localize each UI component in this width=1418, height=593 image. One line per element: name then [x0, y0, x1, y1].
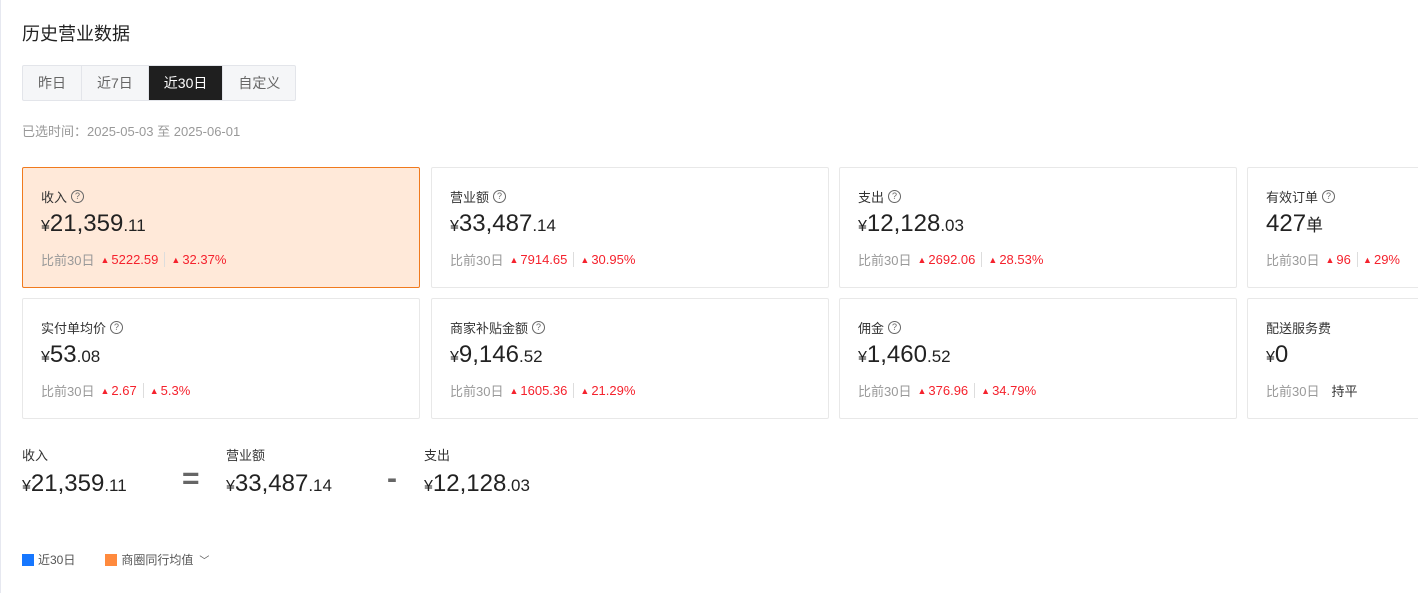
metric-label: 收入 — [41, 189, 68, 205]
up-arrow-icon: ▲ — [917, 254, 927, 265]
tab-3[interactable]: 自定义 — [238, 75, 281, 91]
metric-card[interactable]: 有效订单? 427单 比前30日 ▲ 96 ▲ 29% — [1247, 167, 1418, 288]
compare-label: 比前30日 — [41, 384, 95, 399]
delta-value: 2.67 — [111, 383, 137, 398]
help-icon[interactable]: ? — [532, 320, 546, 334]
compare-label: 比前30日 — [858, 384, 912, 399]
delta-value: 96 — [1336, 252, 1351, 267]
up-arrow-icon: ▲ — [580, 254, 590, 265]
metric-label: 营业额 — [450, 189, 490, 205]
equation-label: 收入 — [22, 448, 49, 463]
delta-value: 376.96 — [928, 383, 969, 398]
page-title: 历史营业数据 — [22, 24, 130, 44]
chevron-down-icon[interactable]: ﹀ — [199, 556, 210, 567]
up-arrow-icon: ▲ — [171, 254, 181, 265]
delta-value: 2692.06 — [928, 252, 976, 267]
metric-value: ¥53.08 — [41, 341, 101, 368]
delta-percent: 28.53% — [999, 252, 1044, 267]
equation-expense: 支出 ¥12,128.03 — [424, 445, 530, 498]
tab-0[interactable]: 昨日 — [23, 66, 82, 100]
help-icon[interactable]: ? — [888, 189, 902, 203]
metric-card[interactable]: 商家补贴金额? ¥9,146.52 比前30日 ▲ 1605.36 ▲ 21.29% — [431, 298, 829, 419]
metric-value: ¥33,487.14 — [450, 210, 556, 237]
chart-legend: 近30日 商圈同行均值 ﹀ — [22, 551, 209, 568]
date-range-tabs: 昨日 近7日 近30日 自定义 — [22, 65, 297, 101]
metric-value: ¥1,460.52 — [858, 341, 951, 368]
up-arrow-icon: ▲ — [917, 385, 927, 396]
metric-label: 有效订单 — [1266, 189, 1319, 205]
metric-label: 支出 — [858, 189, 885, 205]
help-icon[interactable]: ? — [493, 189, 507, 203]
divider — [573, 252, 575, 267]
compare-label: 比前30日 — [450, 384, 504, 399]
delta-value: 7914.65 — [520, 252, 568, 267]
up-arrow-icon: ▲ — [149, 385, 159, 396]
minus-sign: - — [387, 462, 397, 495]
metric-card[interactable]: 收入? ¥21,359.11 比前30日 ▲ 5222.59 ▲ 32.37% — [22, 167, 420, 288]
help-icon[interactable]: ? — [110, 320, 124, 334]
help-icon[interactable]: ? — [888, 320, 902, 334]
compare-label: 比前30日 — [41, 253, 95, 268]
metric-label: 配送服务费 — [1266, 320, 1332, 336]
metric-value: ¥12,128.03 — [858, 210, 964, 237]
equals-sign: = — [182, 462, 200, 495]
compare-label: 比前30日 — [1266, 253, 1320, 268]
up-arrow-icon: ▲ — [1363, 254, 1372, 265]
help-icon[interactable]: ? — [71, 189, 85, 203]
delta-value: 1605.36 — [520, 383, 568, 398]
divider — [164, 252, 166, 267]
tab-1[interactable]: 近7日 — [82, 66, 149, 100]
delta-percent: 30.95% — [591, 252, 636, 267]
divider — [142, 383, 144, 398]
up-arrow-icon: ▲ — [100, 254, 110, 265]
selected-range: 已选时间：2025-05-03 至 2025-06-01 — [22, 124, 241, 139]
metric-value: ¥9,146.52 — [450, 341, 543, 368]
divider — [573, 383, 575, 398]
equation-revenue: 营业额 ¥33,487.14 — [226, 445, 332, 498]
delta-percent: 21.29% — [591, 383, 636, 398]
equation-label: 支出 — [424, 448, 451, 463]
metric-label: 佣金 — [858, 320, 885, 336]
up-arrow-icon: ▲ — [100, 385, 110, 396]
delta-percent: 34.79% — [992, 383, 1037, 398]
equation-income: 收入 ¥21,359.11 — [22, 445, 127, 498]
delta-percent: 32.37% — [182, 252, 227, 267]
flat-text: 持平 — [1331, 384, 1358, 399]
legend-swatch — [22, 553, 34, 566]
compare-label: 比前30日 — [450, 253, 504, 268]
help-icon[interactable]: ? — [1322, 189, 1336, 203]
up-arrow-icon: ▲ — [981, 385, 991, 396]
metric-card[interactable]: 营业额? ¥33,487.14 比前30日 ▲ 7914.65 ▲ 30.95% — [431, 167, 829, 288]
metric-value: 427单 — [1266, 210, 1324, 237]
metric-value: ¥0 — [1266, 341, 1289, 368]
up-arrow-icon: ▲ — [509, 385, 519, 396]
metric-card[interactable]: 配送服务费 ¥0 比前30日 持平 — [1247, 298, 1418, 419]
up-arrow-icon: ▲ — [1325, 254, 1335, 265]
equation-label: 营业额 — [226, 448, 266, 463]
delta-percent: 5.3% — [160, 383, 191, 398]
divider — [981, 252, 983, 267]
metric-label: 商家补贴金额 — [450, 320, 529, 336]
legend-item[interactable]: 商圈同行均值 ﹀ — [105, 551, 209, 568]
metric-card[interactable]: 支出? ¥12,128.03 比前30日 ▲ 2692.06 ▲ 28.53% — [839, 167, 1237, 288]
delta-percent: 29% — [1373, 252, 1400, 267]
metric-label: 实付单均价 — [41, 320, 107, 336]
metric-card[interactable]: 实付单均价? ¥53.08 比前30日 ▲ 2.67 ▲ 5.3% — [22, 298, 420, 419]
compare-label: 比前30日 — [858, 253, 912, 268]
metric-value: ¥21,359.11 — [41, 210, 146, 237]
up-arrow-icon: ▲ — [509, 254, 519, 265]
up-arrow-icon: ▲ — [580, 385, 590, 396]
delta-value: 5222.59 — [111, 252, 159, 267]
up-arrow-icon: ▲ — [988, 254, 998, 265]
compare-label: 比前30日 — [1266, 384, 1320, 399]
tab-2[interactable]: 近30日 — [148, 66, 224, 100]
metric-card[interactable]: 佣金? ¥1,460.52 比前30日 ▲ 376.96 ▲ 34.79% — [839, 298, 1237, 419]
divider — [974, 383, 976, 398]
legend-swatch — [105, 553, 118, 566]
legend-item[interactable]: 近30日 — [22, 551, 75, 568]
